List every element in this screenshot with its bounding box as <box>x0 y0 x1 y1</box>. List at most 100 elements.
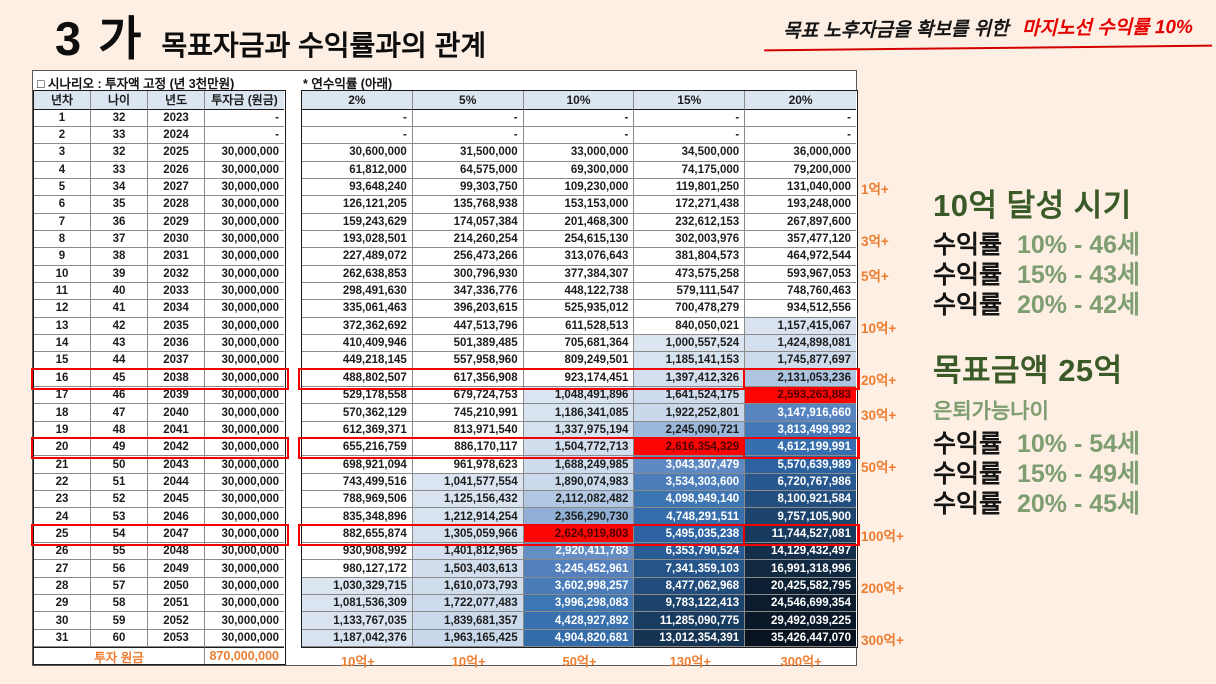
year-index-cell: 5 <box>34 178 91 197</box>
investment-cell: 30,000,000 <box>205 335 284 353</box>
return-value-cell: 3,813,499,992 <box>745 421 856 440</box>
table-panel: □ 시나리오 : 투자액 고정 (년 3천만원) * 연수익률 (아래) 년차 나… <box>32 70 858 669</box>
return-value-cell: 1,157,415,067 <box>745 317 856 335</box>
investment-cell: 30,000,000 <box>205 162 284 179</box>
investment-cell: 30,000,000 <box>205 456 284 474</box>
column-header: 나이 <box>91 91 148 110</box>
calendar-year-cell: 2048 <box>148 543 205 561</box>
return-value-cell: 119,801,250 <box>634 178 746 197</box>
returns-row: 1,081,536,309 1,722,077,483 3,996,298,083 9… <box>302 595 857 613</box>
rate-label-text: 수익률 <box>933 460 1003 488</box>
return-value-cell: 1,337,975,194 <box>523 421 635 440</box>
column-header: 년도 <box>148 91 205 110</box>
return-value-cell: 612,369,371 <box>302 421 413 440</box>
summary-subtitle: 은퇴가능나이 <box>933 400 1049 423</box>
investment-cell: 30,000,000 <box>205 214 284 231</box>
calendar-year-cell: 2039 <box>148 387 205 405</box>
return-value-cell: 617,356,908 <box>412 369 524 387</box>
investment-cell: 30,000,000 <box>205 196 284 214</box>
return-value-cell: 1,424,898,081 <box>745 334 856 353</box>
investment-cell: 30,000,000 <box>205 543 284 561</box>
milestone-label: 300억+ <box>861 633 904 649</box>
rate-age-value: 10% - 46세 <box>1016 231 1141 259</box>
age-cell: 35 <box>91 196 148 214</box>
calendar-year-cell: 2028 <box>148 196 205 214</box>
return-value-cell: 2,593,263,883 <box>745 387 856 405</box>
principal-total: 870,000,000 <box>205 647 284 664</box>
return-value-cell: 64,575,000 <box>412 161 524 179</box>
return-value-cell: 30,600,000 <box>302 144 413 162</box>
table-row: 11 40 2033 30,000,000 <box>34 282 285 301</box>
return-value-cell: - <box>412 126 524 145</box>
rate-footer-label: 10억+ <box>340 653 375 669</box>
age-cell: 38 <box>91 248 148 266</box>
return-value-cell: 882,655,874 <box>302 525 413 544</box>
returns-row: 61,812,000 64,575,000 69,300,000 74,175,000… <box>302 161 857 179</box>
return-value-cell: 5,495,035,238 <box>634 525 746 544</box>
return-value-cell: 8,100,921,584 <box>745 491 856 509</box>
calendar-year-cell: 2025 <box>148 144 205 162</box>
return-value-cell: 886,170,117 <box>412 439 524 457</box>
return-value-cell: 1,401,812,965 <box>412 543 524 561</box>
milestone-label: 100억+ <box>861 529 904 545</box>
return-value-cell: 24,546,699,354 <box>745 595 856 613</box>
return-value-cell: 8,477,062,968 <box>634 577 746 596</box>
age-cell: 41 <box>91 300 148 318</box>
return-value-cell: 7,341,359,103 <box>634 560 746 578</box>
return-value-cell: 126,121,205 <box>302 196 413 214</box>
calendar-year-cell: 2046 <box>148 508 205 526</box>
returns-row: 612,369,371 813,971,540 1,337,975,194 2,245… <box>302 421 857 440</box>
calendar-year-cell: 2041 <box>148 421 205 440</box>
return-value-cell: 934,512,556 <box>745 300 856 318</box>
return-value-cell: 33,000,000 <box>523 144 635 162</box>
returns-footer-labels: 10억+ 10억+ 50억+ 130억+ 300억+ <box>301 650 858 669</box>
calendar-year-cell: 2031 <box>148 248 205 266</box>
year-index-cell: 14 <box>34 334 91 353</box>
return-value-cell: 3,245,452,961 <box>523 560 635 578</box>
return-value-cell: 61,812,000 <box>302 161 413 179</box>
rate-column-header: 5% <box>412 91 524 110</box>
returns-row: 159,243,629 174,057,384 201,468,300 232,612… <box>302 213 857 231</box>
age-cell: 57 <box>91 577 148 596</box>
age-cell: 32 <box>91 109 148 127</box>
return-value-cell: 109,230,000 <box>523 178 635 197</box>
return-value-cell: 488,802,507 <box>302 369 413 387</box>
investment-cell: 30,000,000 <box>205 283 284 301</box>
table-row: 2 33 2024 - <box>34 126 285 145</box>
return-value-cell: 2,356,290,730 <box>523 508 635 526</box>
return-value-cell: 1,504,772,713 <box>523 439 635 457</box>
return-value-cell: 1,030,329,715 <box>302 577 413 596</box>
age-cell: 51 <box>91 473 148 492</box>
summary-line: 수익률 10% - 54세 <box>933 429 1215 459</box>
returns-row: 930,908,992 1,401,812,965 2,920,411,783 6,3… <box>302 543 857 561</box>
return-value-cell: 36,000,000 <box>745 144 856 162</box>
returns-row: 655,216,759 886,170,117 1,504,772,713 2,616… <box>302 439 857 457</box>
year-index-cell: 27 <box>34 560 91 578</box>
table-row: 12 41 2034 30,000,000 <box>34 300 285 318</box>
year-index-cell: 28 <box>34 577 91 596</box>
table-row: 10 39 2032 30,000,000 <box>34 265 285 283</box>
return-value-cell: 1,000,557,524 <box>634 334 746 353</box>
table-row: 3 32 2025 30,000,000 <box>34 144 285 162</box>
summary-title: 10억 달성 시기 <box>933 188 1132 223</box>
age-cell: 56 <box>91 560 148 578</box>
table-row: 27 56 2049 30,000,000 <box>34 560 285 578</box>
calendar-year-cell: 2045 <box>148 491 205 509</box>
table-row: 17 46 2039 30,000,000 <box>34 387 285 405</box>
return-value-cell: - <box>523 126 635 145</box>
return-value-cell: 172,271,438 <box>634 196 746 214</box>
investment-cell: - <box>205 110 284 127</box>
table-row: 5 34 2027 30,000,000 <box>34 178 285 197</box>
calendar-year-cell: 2029 <box>148 213 205 231</box>
return-value-cell: 302,003,976 <box>634 230 746 249</box>
return-value-cell: 34,500,000 <box>634 144 746 162</box>
return-value-cell: 201,468,300 <box>523 213 635 231</box>
investment-cell: 30,000,000 <box>205 491 284 509</box>
calendar-year-cell: 2024 <box>148 126 205 145</box>
return-value-cell: 655,216,759 <box>302 439 413 457</box>
returns-row: 262,638,853 300,796,930 377,384,307 473,575… <box>302 265 857 283</box>
return-value-cell: 99,303,750 <box>412 178 524 197</box>
summary-line: 수익률 20% - 45세 <box>933 489 1215 519</box>
return-value-cell: 256,473,266 <box>412 248 524 266</box>
